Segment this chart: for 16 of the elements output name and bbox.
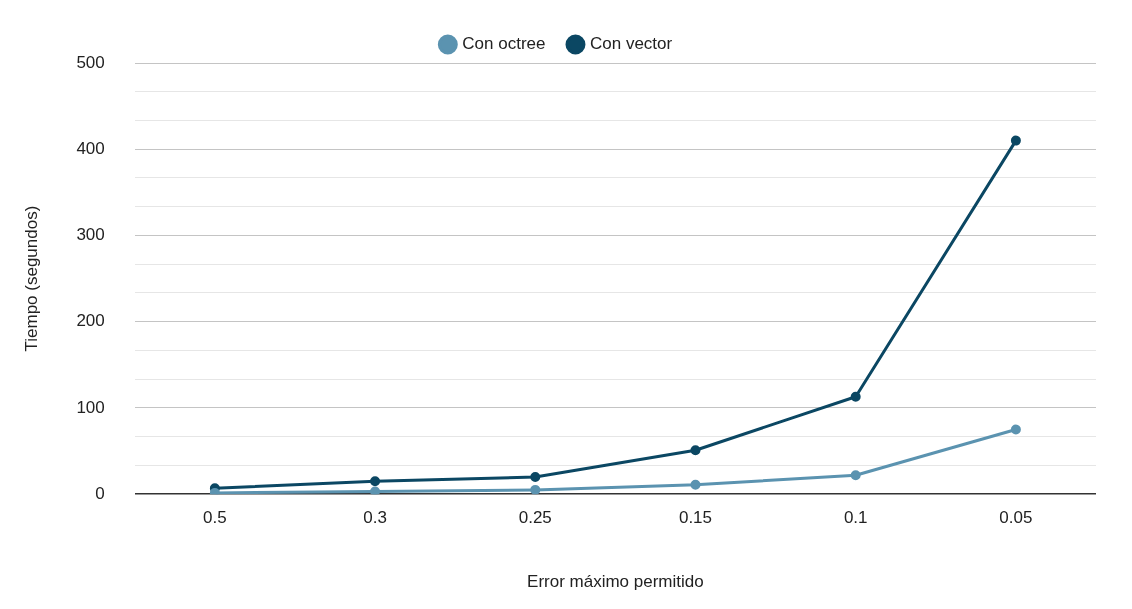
x-tick-label: 0.25	[518, 508, 552, 528]
y-tick-label: 400	[76, 138, 105, 158]
y-tick-label: 200	[76, 311, 105, 331]
y-tick-label: 100	[76, 397, 105, 417]
y-tick-label: 0	[95, 483, 105, 503]
x-tick-label: 0.05	[999, 508, 1033, 528]
legend-label: Con vector	[589, 34, 673, 54]
x-tick-label: 0.15	[678, 508, 713, 528]
legend-label: Con octree	[462, 34, 546, 54]
y-tick-label: 300	[76, 225, 105, 245]
x-axis-title: Error máximo permitido	[527, 572, 704, 592]
x-tick-label: 0.1	[843, 508, 868, 528]
x-tick-label: 0.5	[203, 508, 227, 528]
y-axis-title: Tiempo (segundos)	[21, 205, 41, 352]
x-tick-label: 0.3	[363, 508, 387, 528]
y-tick-label: 500	[76, 52, 105, 72]
